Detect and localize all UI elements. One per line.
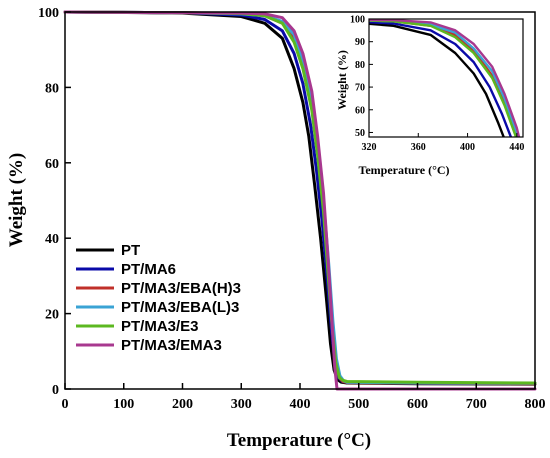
inset-frame <box>368 18 524 138</box>
x-tick-label: 0 <box>62 397 69 412</box>
legend: PT PT/MA6 PT/MA3/EBA(H)3 PT/MA3/EBA(L)3 PT/M… <box>76 242 241 354</box>
inset-series-line-4 <box>369 19 518 137</box>
main-plot-area: 0 100 200 300 400 500 600 700 800 0 20 40 60 80 100 <box>38 6 546 412</box>
inset-plot-area: 320 360 400 440 50 60 70 80 90 100 <box>350 15 524 154</box>
legend-label-2: PT/MA3/EBA(H)3 <box>121 280 241 297</box>
y-tick-label: 0 <box>52 383 59 398</box>
y-tick-label: 40 <box>45 232 59 247</box>
legend-label-5: PT/MA3/EMA3 <box>121 337 222 354</box>
legend-label-4: PT/MA3/E3 <box>121 318 199 335</box>
x-tick-label: 800 <box>525 397 546 412</box>
inset-y-tick-label: 90 <box>355 37 365 48</box>
y-axis-title: Weight (%) <box>6 153 27 247</box>
inset-series-line-0 <box>369 22 505 137</box>
inset-x-tick-label: 320 <box>362 142 377 153</box>
legend-label-3: PT/MA3/EBA(L)3 <box>121 299 239 316</box>
inset-background <box>369 19 523 137</box>
inset-y-tick-label: 70 <box>355 83 365 94</box>
inset-x-tick-label: 440 <box>509 142 524 153</box>
legend-label-1: PT/MA6 <box>121 261 176 278</box>
y-tick-label: 80 <box>45 81 59 96</box>
x-tick-label: 200 <box>172 397 193 412</box>
inset-y-tick-label: 60 <box>355 105 365 116</box>
x-tick-label: 500 <box>348 397 369 412</box>
inset-x-tick-label: 400 <box>460 142 475 153</box>
x-tick-label: 100 <box>113 397 134 412</box>
inset-y-tick-label: 50 <box>355 128 365 139</box>
x-tick-label: 600 <box>407 397 428 412</box>
inset-y-axis-title: Weight (%) <box>335 50 349 110</box>
y-tick-label: 60 <box>45 157 59 172</box>
inset-y-tick-label: 80 <box>355 60 365 71</box>
inset-x-tick-label: 360 <box>411 142 426 153</box>
y-tick-label: 100 <box>38 6 59 21</box>
legend-label-0: PT <box>121 242 140 259</box>
x-tick-label: 300 <box>231 397 252 412</box>
inset-y-tick-label: 100 <box>350 15 365 26</box>
inset-series-line-5 <box>369 19 521 137</box>
inset-x-axis-title: Temperature (°C) <box>358 163 449 177</box>
inset-series-line-1 <box>369 20 513 137</box>
x-tick-label: 700 <box>466 397 487 412</box>
x-tick-label: 400 <box>290 397 311 412</box>
x-axis-title: Temperature (°C) <box>227 430 371 451</box>
inset-series-line-3 <box>369 19 520 137</box>
y-tick-label: 20 <box>45 308 59 323</box>
